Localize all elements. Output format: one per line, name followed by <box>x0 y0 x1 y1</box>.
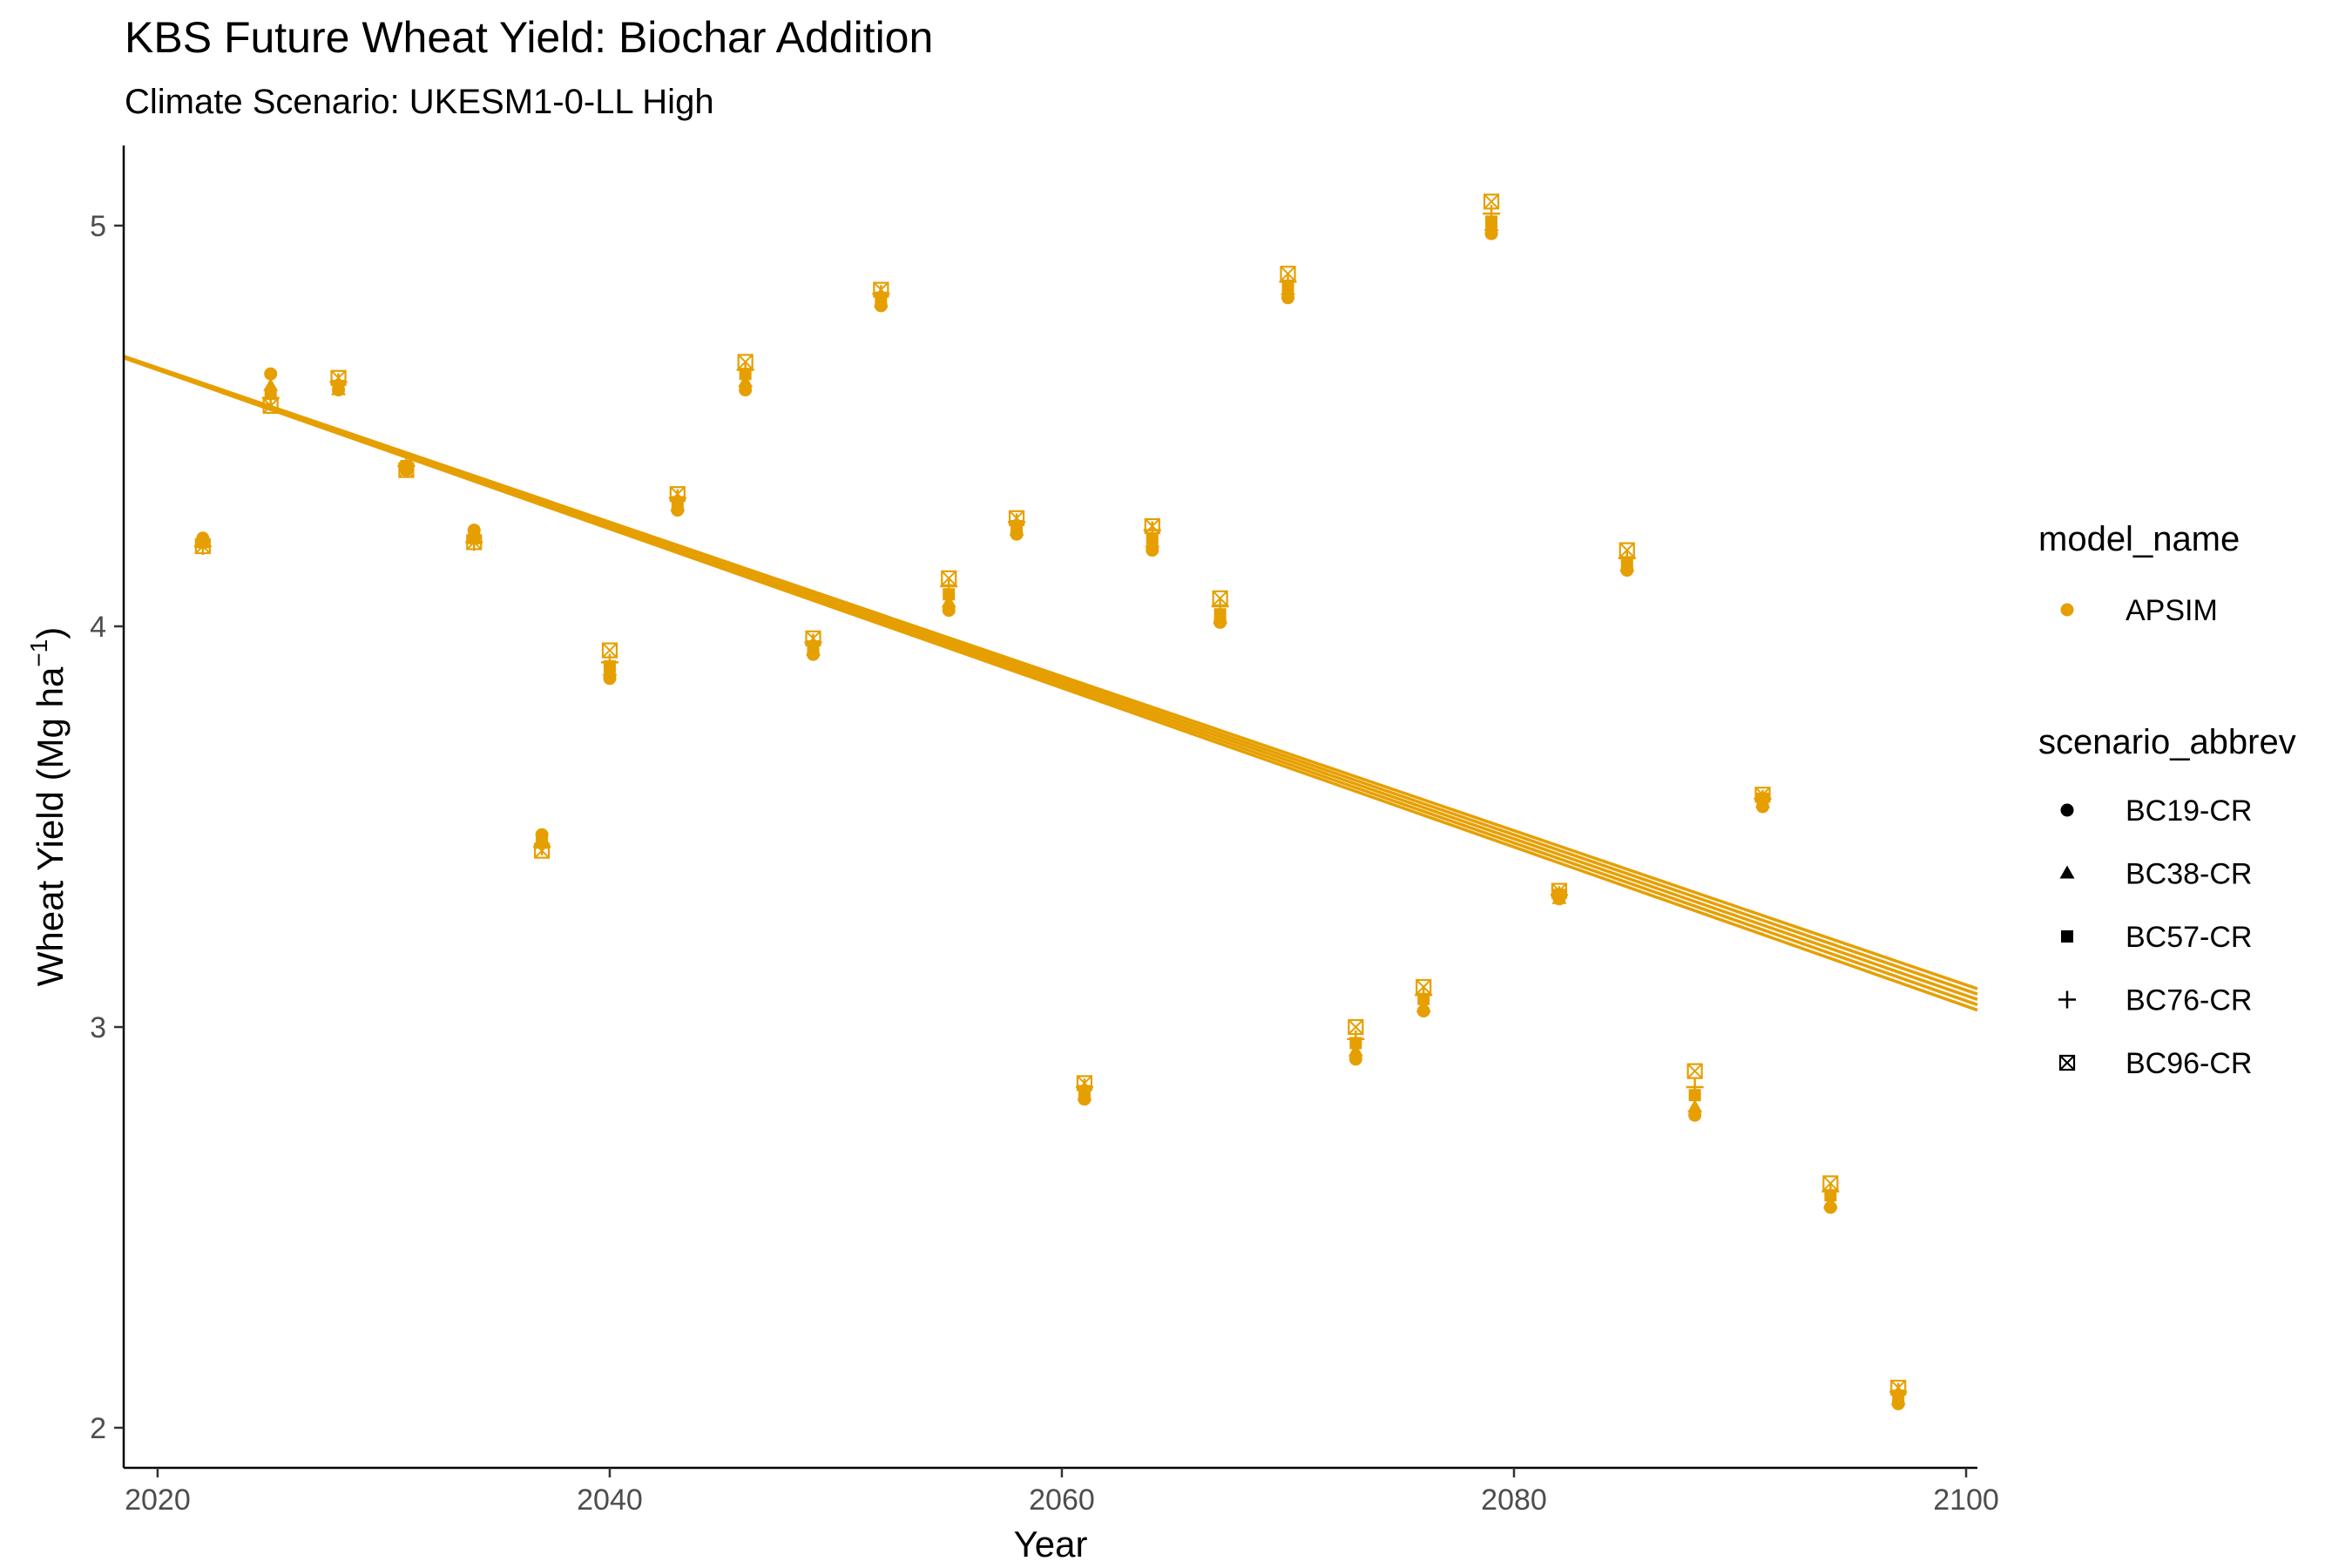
point-bc38-cr-2055 <box>941 594 956 608</box>
point-bc76-cr-2070 <box>1279 273 1297 291</box>
point-bc76-cr-2028 <box>329 373 348 391</box>
y-tick-label-5: 5 <box>90 210 106 243</box>
point-bc96-cr-2022 <box>194 537 211 555</box>
legend-color-entries: APSIM <box>2060 594 2218 627</box>
x-tick-label-2100: 2100 <box>1933 1484 1999 1517</box>
legend-shape-bc96-cr: BC96-CR <box>2058 1047 2252 1080</box>
y-axis-title-superscript: −1 <box>25 639 52 667</box>
legend-shape-bc76-cr: BC76-CR <box>2058 984 2252 1017</box>
point-bc76-cr-2064 <box>1143 521 1161 539</box>
legend: model_name APSIM scenario_abbrev BC19-CR… <box>2038 520 2296 1080</box>
point-bc96-cr-2094 <box>1822 1175 1839 1192</box>
legend-shape-label: BC19-CR <box>2126 794 2252 828</box>
point-bc76-cr-2076 <box>1415 986 1433 1004</box>
point-bc38-cr-2046 <box>738 374 754 388</box>
point-bc96-cr-2046 <box>737 354 754 370</box>
point-bc96-cr-2049 <box>805 630 821 646</box>
chart-subtitle: Climate Scenario: UKESM1-0-LL High <box>125 83 714 121</box>
point-bc38-cr-2088 <box>1687 1099 1703 1112</box>
point-bc96-cr-2079 <box>1483 193 1500 210</box>
x-tick-label-2060: 2060 <box>1029 1484 1095 1517</box>
point-bc96-cr-2097 <box>1890 1379 1907 1396</box>
point-bc76-cr-2052 <box>872 285 890 303</box>
point-bc96-cr-2028 <box>330 369 347 386</box>
point-bc96-cr-2052 <box>873 281 889 298</box>
y-axis-title: Wheat Yield (Mg ha−1) <box>25 627 71 986</box>
point-bc76-cr-2088 <box>1686 1078 1704 1096</box>
point-bc96-cr-2091 <box>1754 787 1771 803</box>
point-bc96-cr-2025 <box>262 397 279 415</box>
point-bc96-cr-2058 <box>1008 510 1025 526</box>
legend-color-title: model_name <box>2038 520 2240 558</box>
y-axis-title-close: ) <box>30 627 71 639</box>
point-bc96-cr-2061 <box>1076 1075 1093 1092</box>
point-bc38-cr-2076 <box>1416 999 1431 1012</box>
trend-lines <box>123 355 1978 1012</box>
legend-color-apsim: APSIM <box>2060 594 2218 627</box>
legend-shape-label: BC76-CR <box>2126 984 2252 1017</box>
y-tick-label-2: 2 <box>90 1412 106 1445</box>
point-bc76-cr-2043 <box>668 489 686 507</box>
point-bc76-cr-2061 <box>1075 1078 1093 1096</box>
legend-shape-swatch-square <box>2061 930 2073 943</box>
legend-shape-swatch-circle <box>2060 803 2074 817</box>
legend-shape-entries: BC19-CR BC38-CR BC57-CR BC76-CR BC96-CR <box>2058 794 2252 1080</box>
legend-shape-swatch-triangle <box>2059 865 2075 879</box>
point-bc76-cr-2067 <box>1211 598 1229 615</box>
point-bc76-cr-2037 <box>533 838 551 855</box>
legend-shape-swatch-plus <box>2058 990 2076 1009</box>
legend-shape-bc19-cr: BC19-CR <box>2060 794 2252 828</box>
data-points <box>193 193 1908 1410</box>
trend-line-bc96-cr <box>123 355 1978 990</box>
legend-shape-label: BC96-CR <box>2126 1047 2252 1080</box>
point-bc96-cr-2040 <box>601 642 618 659</box>
point-bc96-cr-2085 <box>1619 542 1635 558</box>
point-bc76-cr-2085 <box>1618 549 1636 567</box>
legend-shape-swatch-boxed-x <box>2058 1054 2076 1071</box>
legend-color-label: APSIM <box>2126 594 2218 627</box>
x-tick-label-2040: 2040 <box>577 1484 643 1517</box>
point-bc76-cr-2025 <box>261 389 280 407</box>
point-bc96-cr-2031 <box>398 462 415 478</box>
point-bc96-cr-2070 <box>1280 266 1296 282</box>
point-bc19-cr-2025 <box>264 367 278 381</box>
legend-shape-label: BC57-CR <box>2126 921 2252 954</box>
y-tick-label-4: 4 <box>90 611 106 644</box>
point-bc96-cr-2076 <box>1416 978 1432 996</box>
legend-shape-bc57-cr: BC57-CR <box>2061 921 2252 954</box>
x-tick-label-2080: 2080 <box>1481 1484 1547 1517</box>
y-axis-title-main: Wheat Yield (Mg ha <box>30 666 71 986</box>
point-bc96-cr-2082 <box>1551 882 1568 899</box>
point-bc76-cr-2046 <box>736 361 754 379</box>
x-ticks: 2020 2040 2060 2080 2100 <box>125 1468 1999 1517</box>
point-bc76-cr-2049 <box>804 633 822 652</box>
point-bc76-cr-2058 <box>1008 513 1026 531</box>
point-bc96-cr-2055 <box>941 570 957 586</box>
legend-color-swatch <box>2060 603 2074 617</box>
point-bc76-cr-2082 <box>1550 886 1568 904</box>
point-bc96-cr-2073 <box>1348 1018 1364 1036</box>
y-tick-label-3: 3 <box>90 1011 106 1044</box>
point-bc76-cr-2031 <box>397 457 416 475</box>
y-ticks: 2 3 4 5 <box>90 210 124 1445</box>
point-bc96-cr-2064 <box>1144 517 1160 535</box>
point-bc96-cr-2043 <box>669 486 686 503</box>
point-bc76-cr-2055 <box>940 578 958 595</box>
point-bc76-cr-2091 <box>1754 789 1772 808</box>
point-bc96-cr-2034 <box>466 534 483 551</box>
legend-shape-label: BC38-CR <box>2126 858 2252 891</box>
legend-shape-title: scenario_abbrev <box>2038 723 2296 761</box>
point-bc38-cr-2073 <box>1348 1043 1363 1057</box>
point-bc96-cr-2037 <box>533 842 551 859</box>
point-bc76-cr-2094 <box>1821 1182 1840 1200</box>
x-tick-label-2020: 2020 <box>125 1484 191 1517</box>
x-axis-title: Year <box>1014 1524 1088 1565</box>
point-bc96-cr-2067 <box>1212 590 1228 606</box>
point-bc96-cr-2088 <box>1686 1063 1703 1079</box>
point-bc76-cr-2097 <box>1889 1382 1908 1401</box>
point-bc38-cr-2094 <box>1822 1195 1838 1209</box>
chart-title: KBS Future Wheat Yield: Biochar Addition <box>125 13 933 62</box>
legend-shape-bc38-cr: BC38-CR <box>2059 858 2252 891</box>
